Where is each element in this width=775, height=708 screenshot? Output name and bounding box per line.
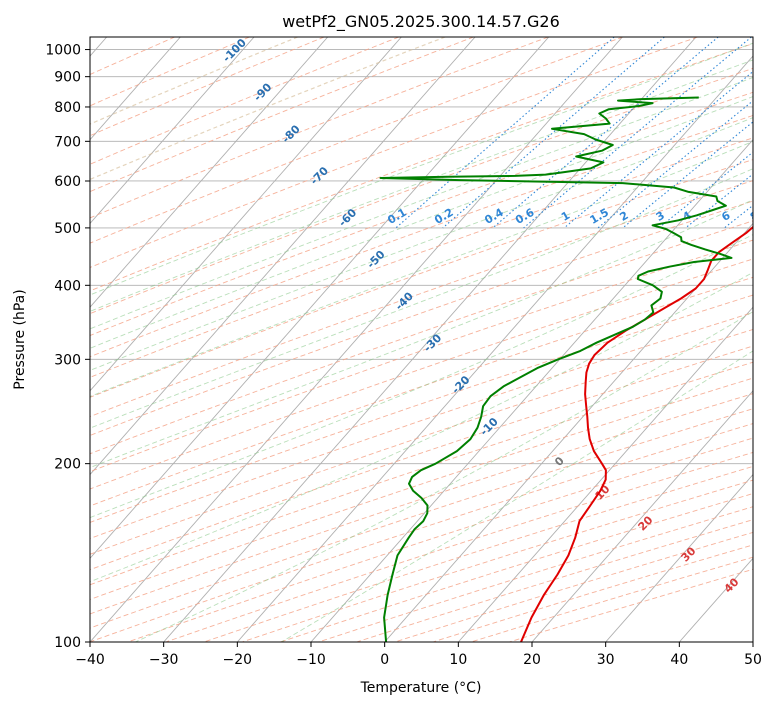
isotherm-line xyxy=(384,222,753,642)
y-tick-label: 200 xyxy=(54,457,81,473)
isotherm-line xyxy=(90,37,550,559)
x-tick-label: 10 xyxy=(449,652,467,668)
y-axis-label: Pressure (hPa) xyxy=(12,289,28,389)
y-tick-label: 700 xyxy=(54,134,81,150)
x-tick-label: 0 xyxy=(380,652,389,668)
x-tick-label: −10 xyxy=(296,652,326,668)
isotherm-line xyxy=(531,390,753,642)
dry-adiabat xyxy=(90,180,753,418)
mixing-ratio-line xyxy=(492,37,719,229)
y-tick-label: 100 xyxy=(54,635,81,651)
y-tick-label: 300 xyxy=(54,352,81,368)
isotherm-line xyxy=(90,37,623,642)
dry-adiabat xyxy=(90,37,250,107)
y-tick-label: 1000 xyxy=(45,43,81,59)
isotherm-line xyxy=(236,55,753,642)
dry-adiabat xyxy=(90,393,753,615)
x-tick-label: −40 xyxy=(75,652,105,668)
y-tick-label: 800 xyxy=(54,100,81,116)
y-tick-label: 400 xyxy=(54,278,81,294)
dry-adiabat xyxy=(90,345,753,571)
dry-adiabat xyxy=(90,37,624,244)
profiles xyxy=(379,96,753,642)
mixing-ratio-line xyxy=(523,37,752,229)
moist-adiabat xyxy=(135,311,753,642)
mixing-ratio-line xyxy=(442,37,665,229)
x-tick-label: 40 xyxy=(670,652,688,668)
mixing-ratio-label: 8 xyxy=(748,209,761,224)
dry-adiabat xyxy=(90,67,753,315)
x-tick-label: −20 xyxy=(223,652,253,668)
isotherm-line xyxy=(90,37,329,308)
dry-adiabat xyxy=(90,328,753,555)
dry-adiabat xyxy=(90,294,753,523)
plot-frame xyxy=(89,36,754,643)
background-lines xyxy=(90,37,753,642)
y-tick-label: 900 xyxy=(54,70,81,86)
moist-adiabat xyxy=(90,168,753,429)
isotherm-line xyxy=(90,37,255,225)
isotherm-line xyxy=(90,37,476,476)
moist-adiabat xyxy=(90,117,753,371)
dry-adiabat xyxy=(90,37,549,219)
dewpoint-profile xyxy=(379,96,733,642)
dry-adiabat xyxy=(90,159,753,398)
dry-adiabat xyxy=(90,43,753,292)
dry-adiabat xyxy=(90,377,753,600)
moist-adiabat xyxy=(281,350,753,642)
isotherm-line xyxy=(310,139,753,642)
mixing-ratio-line xyxy=(563,70,753,229)
dry-adiabat xyxy=(90,37,400,165)
x-axis-label: Temperature (°C) xyxy=(360,680,482,696)
dry-adiabat xyxy=(90,37,474,193)
y-axis: 1000 900 800 700 600 500 400 300 200 100 xyxy=(45,43,90,651)
dry-adiabat xyxy=(90,239,753,473)
dry-adiabat xyxy=(90,220,753,455)
isotherm-line xyxy=(90,37,402,392)
dry-adiabat xyxy=(90,91,753,337)
x-tick-label: 30 xyxy=(597,652,615,668)
moist-adiabat xyxy=(90,271,753,583)
moist-adiabat xyxy=(90,76,753,330)
chart-title: wetPf2_GN05.2025.300.14.57.G26 xyxy=(282,12,560,32)
y-tick-label: 600 xyxy=(54,174,81,190)
isotherm-line xyxy=(457,306,753,642)
dry-adiabat xyxy=(90,276,753,507)
moist-adiabat xyxy=(90,140,753,398)
moist-adiabat xyxy=(90,96,753,349)
dry-adiabat xyxy=(90,258,753,490)
x-tick-label: 20 xyxy=(523,652,541,668)
x-tick-label: 50 xyxy=(744,652,762,668)
isotherm-line xyxy=(90,37,181,141)
moist-adiabat xyxy=(90,42,753,296)
y-tick-label: 500 xyxy=(54,221,81,237)
x-axis: −40 −30 −20 −10 0 10 20 30 40 50 xyxy=(75,642,762,668)
isotherm-line xyxy=(605,473,753,642)
dry-adiabat xyxy=(90,361,753,586)
mixing-ratio-line xyxy=(658,151,753,229)
x-tick-label: −30 xyxy=(149,652,179,668)
mixing-ratio-line xyxy=(395,37,615,229)
dry-adiabat xyxy=(90,114,753,358)
dry-adiabat xyxy=(90,200,753,436)
